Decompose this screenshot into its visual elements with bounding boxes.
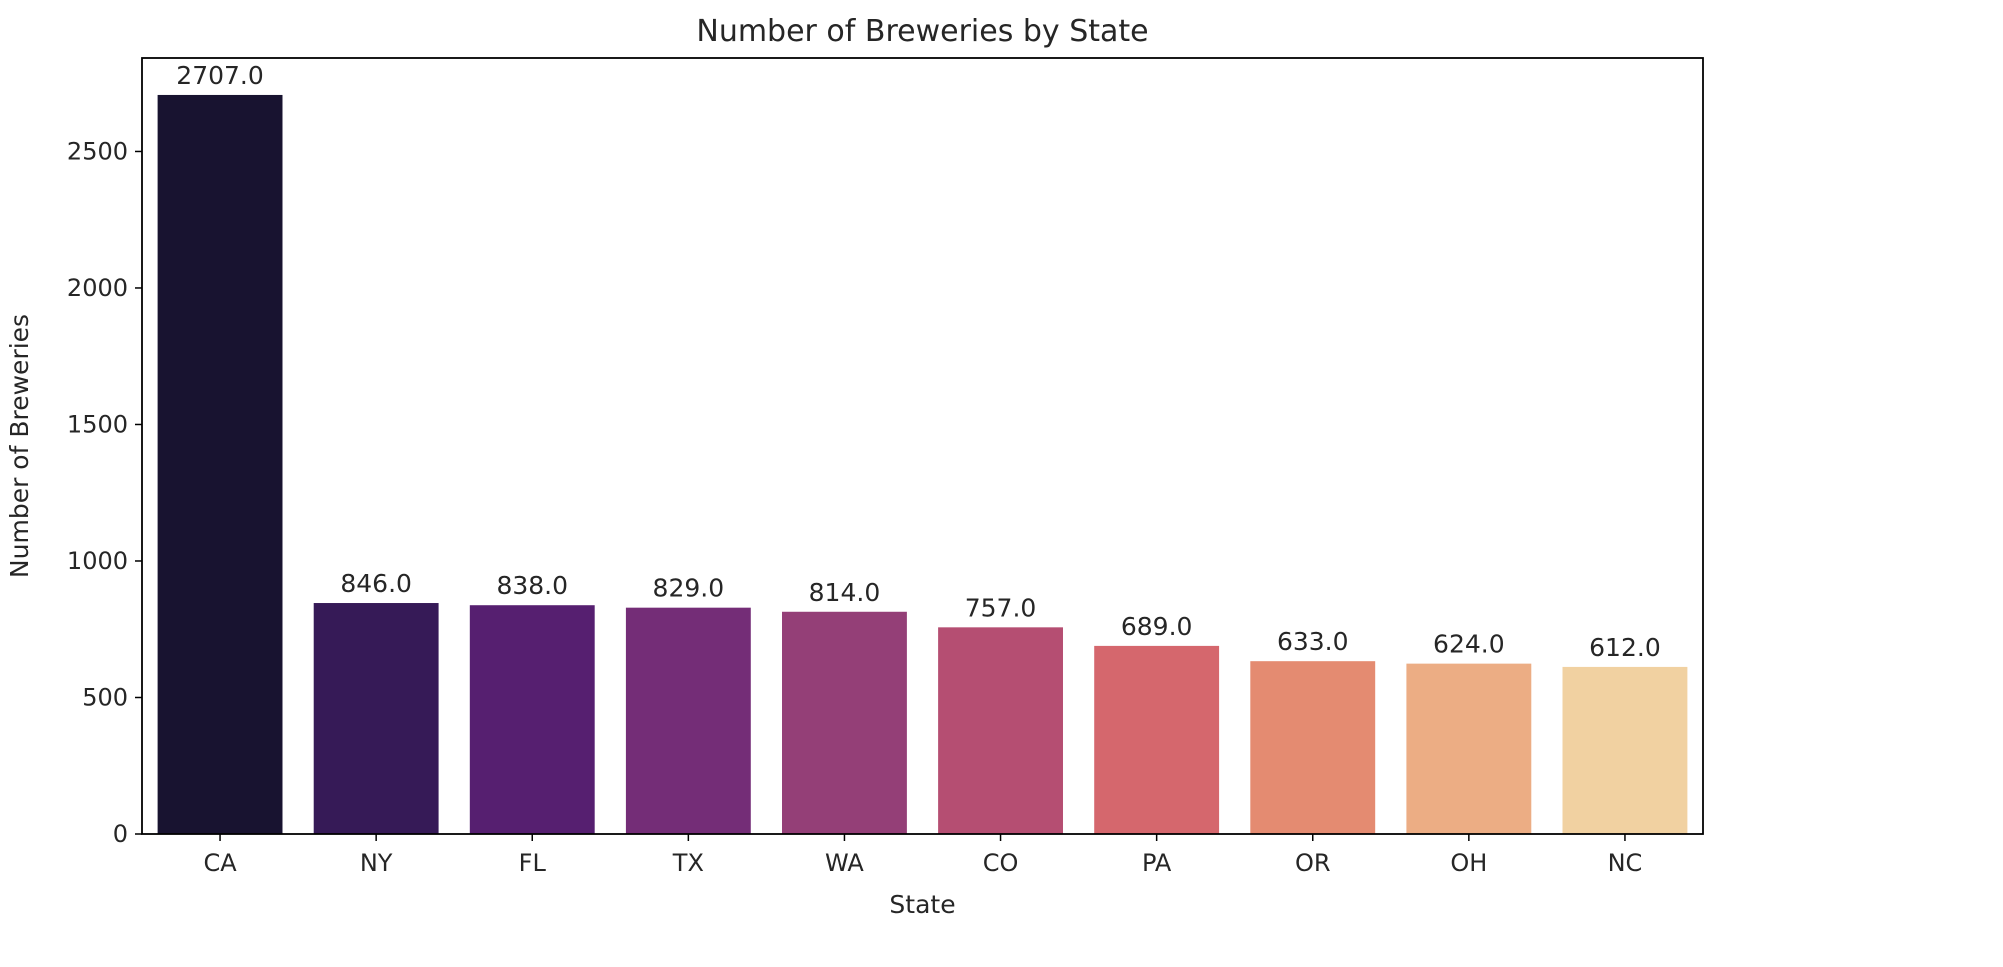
bar-ny bbox=[313, 603, 439, 834]
bar-value-label: 624.0 bbox=[1433, 630, 1505, 659]
x-tick-label: TX bbox=[672, 849, 704, 877]
y-axis-label: Number of Breweries bbox=[5, 314, 34, 578]
bar-value-label: 757.0 bbox=[965, 593, 1037, 622]
x-axis-label: State bbox=[889, 890, 955, 919]
x-tick-label: OH bbox=[1450, 849, 1487, 877]
bar-co bbox=[938, 627, 1063, 834]
x-tick-label: WA bbox=[825, 849, 864, 877]
bar-value-label: 612.0 bbox=[1589, 633, 1661, 662]
bar-value-label: 814.0 bbox=[809, 578, 881, 607]
x-tick-label: NC bbox=[1608, 849, 1643, 877]
y-tick-label: 500 bbox=[82, 683, 128, 711]
y-tick-label: 1000 bbox=[67, 547, 128, 575]
bar-wa bbox=[782, 611, 907, 834]
bar-or bbox=[1250, 661, 1376, 834]
y-axis: 0 500 1000 1500 2000 2500 bbox=[67, 137, 142, 848]
bar-value-label: 846.0 bbox=[340, 569, 412, 598]
bar-ca bbox=[157, 94, 283, 834]
y-tick-label: 1500 bbox=[67, 410, 128, 438]
y-tick-label: 2000 bbox=[67, 274, 128, 302]
plot-frame bbox=[141, 57, 1704, 835]
x-tick-label: OR bbox=[1295, 849, 1331, 877]
bar-value-label: 2707.0 bbox=[176, 61, 263, 90]
bar-nc bbox=[1562, 666, 1688, 834]
y-tick-label: 2500 bbox=[67, 137, 128, 165]
bar-value-label: 689.0 bbox=[1121, 612, 1193, 641]
chart-title: Number of Breweries by State bbox=[696, 14, 1148, 49]
bar-fl bbox=[469, 605, 595, 834]
x-tick-label: CO bbox=[983, 849, 1019, 877]
x-tick-label: FL bbox=[519, 849, 547, 877]
bar-pa bbox=[1094, 645, 1220, 834]
bars-layer bbox=[157, 94, 1688, 834]
x-tick-label: CA bbox=[203, 849, 237, 877]
x-axis: CA NY FL TX WA CO PA OR OH NC bbox=[203, 834, 1642, 877]
bar-value-label: 829.0 bbox=[653, 574, 725, 603]
y-tick-label: 0 bbox=[113, 820, 128, 848]
bar-tx bbox=[625, 607, 751, 834]
bar-value-labels: 2707.0 846.0 838.0 829.0 814.0 757.0 689.0 633.… bbox=[176, 61, 1660, 662]
bar-value-label: 633.0 bbox=[1277, 627, 1349, 656]
bar-value-label: 838.0 bbox=[496, 571, 568, 600]
x-tick-label: NY bbox=[360, 849, 393, 877]
bar-oh bbox=[1406, 663, 1532, 834]
x-tick-label: PA bbox=[1142, 849, 1172, 877]
